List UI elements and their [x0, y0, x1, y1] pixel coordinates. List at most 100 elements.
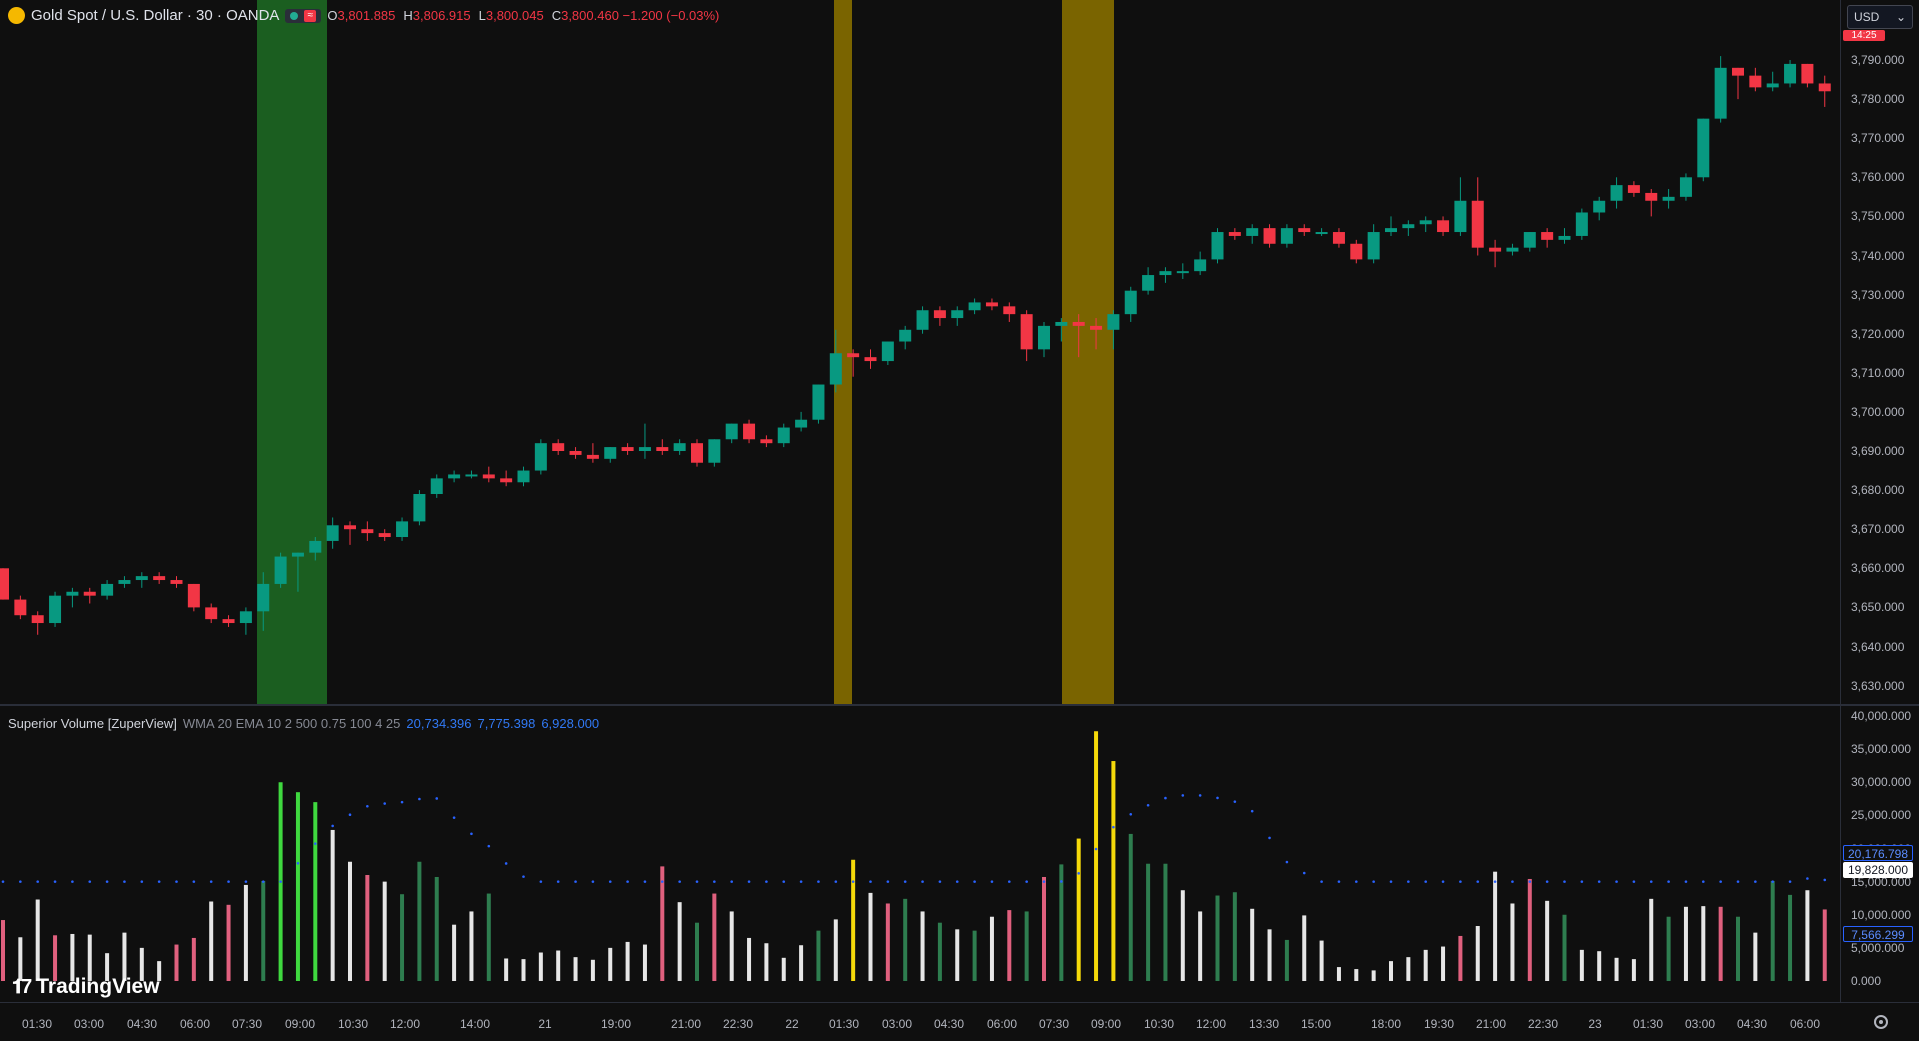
candle-body [586, 454, 599, 459]
pane-separator[interactable] [0, 704, 1919, 706]
volume-bar [452, 924, 457, 981]
average-dot [1407, 880, 1410, 883]
settings-gear-icon[interactable] [1874, 1015, 1888, 1029]
price-axis-label: 3,720.000 [1851, 326, 1905, 341]
time-axis-label: 04:30 [126, 1017, 158, 1031]
time-axis-label: 09:00 [1090, 1017, 1122, 1031]
price-pane[interactable]: Gold Spot / U.S. Dollar · 30 · OANDA ≈ O… [0, 0, 1840, 704]
volume-bar [122, 932, 127, 981]
price-axis-label: 3,710.000 [1851, 365, 1905, 380]
volume-bar [1042, 876, 1046, 981]
average-dot [348, 813, 352, 817]
candle [291, 552, 304, 592]
volume-bar [157, 961, 162, 981]
candle-body [31, 615, 44, 624]
price-axis-label: 3,770.000 [1851, 131, 1905, 146]
candle [812, 384, 825, 424]
indicator-params: WMA 20 EMA 10 2 500 0.75 100 4 25 [182, 716, 401, 731]
volume-bar [1493, 871, 1498, 981]
time-axis-label: 18:00 [1370, 1017, 1402, 1031]
data-problem-flag-icon[interactable]: ≈ [304, 9, 317, 22]
average-dot [418, 797, 421, 801]
indicator-name[interactable]: Superior Volume [ZuperView] [8, 716, 177, 731]
average-dot [209, 880, 213, 883]
symbol-legend[interactable]: Gold Spot / U.S. Dollar · 30 · OANDA ≈ O… [8, 7, 719, 24]
symbol-title[interactable]: Gold Spot / U.S. Dollar · 30 · OANDA [31, 7, 280, 24]
volume-bar [1423, 949, 1428, 981]
candle [1541, 228, 1554, 248]
price-scale[interactable]: USD ⌄ 14:25 3,790.000 3,780.000 3,770.000 3… [1840, 0, 1919, 1002]
average-dot [175, 880, 178, 883]
candle-body [829, 353, 842, 385]
time-axis[interactable]: 01:30 03:00 04:30 06:00 07:30 09:00 10:30 12:00… [0, 1002, 1919, 1041]
candle [777, 423, 790, 448]
price-axis-label: 3,750.000 [1851, 209, 1905, 224]
candle [1176, 263, 1189, 279]
candle-body [1714, 67, 1727, 119]
candle [1645, 189, 1658, 217]
average-dot [643, 880, 647, 883]
candle [586, 443, 599, 463]
candle [378, 529, 391, 541]
volume-bar [1822, 909, 1827, 981]
volume-bar [1631, 959, 1636, 981]
average-dot [1441, 880, 1445, 883]
candle-body [1471, 200, 1484, 248]
candle-body [1541, 232, 1554, 240]
average-dot [1424, 880, 1427, 883]
candle-body [1662, 196, 1675, 201]
average-dot [296, 862, 300, 865]
candle [1298, 224, 1311, 236]
time-axis-label: 21 [538, 1017, 552, 1031]
volume-bar [243, 884, 248, 981]
average-dot [938, 880, 942, 883]
average-dot [1528, 880, 1532, 883]
average-dot [626, 880, 629, 883]
candle [1471, 177, 1484, 256]
chevron-down-icon: ⌄ [1895, 10, 1906, 24]
candle-body [1593, 200, 1606, 213]
candlestick-chart[interactable] [0, 0, 1840, 704]
candle-body [1558, 235, 1571, 240]
candle-body [604, 447, 617, 459]
volume-indicator-pane[interactable]: Superior Volume [ZuperView] WMA 20 EMA 1… [0, 706, 1840, 1002]
candle-body [326, 525, 339, 541]
candle-body [1610, 185, 1623, 201]
volume-bar [1736, 916, 1740, 981]
average-dot [435, 797, 439, 800]
candle-body [691, 443, 703, 463]
volume-bar [625, 941, 630, 981]
candle [1124, 286, 1137, 322]
volume-bar [885, 903, 890, 981]
candle [621, 443, 634, 455]
average-dot [713, 880, 716, 883]
time-axis-label: 01:30 [21, 1017, 53, 1031]
volume-bar [1458, 935, 1463, 981]
time-axis-label: 01:30 [828, 1017, 860, 1031]
average-dot [1511, 880, 1514, 883]
volume-bar [1527, 878, 1532, 981]
average-dot [990, 880, 994, 883]
average-dot [903, 880, 907, 883]
market-status-pill[interactable]: ≈ [285, 8, 322, 23]
ohlc-values: O3,801.885 H3,806.915 L3,800.045 C3,800.… [327, 8, 719, 23]
volume-bar [937, 922, 942, 981]
currency-select[interactable]: USD ⌄ [1847, 5, 1913, 29]
volume-axis-label: 10,000.000 [1851, 907, 1912, 922]
average-dot [261, 880, 265, 883]
volume-histogram[interactable] [0, 706, 1840, 1002]
candle-body [812, 384, 825, 420]
indicator-legend[interactable]: Superior Volume [ZuperView] WMA 20 EMA 1… [8, 716, 599, 731]
candle-body [1679, 177, 1692, 197]
candle [465, 470, 478, 479]
candle [0, 568, 9, 600]
volume-bar [781, 957, 786, 981]
candle [1627, 181, 1640, 197]
average-dot [1649, 880, 1653, 883]
average-dot [71, 880, 74, 883]
volume-bar [955, 929, 960, 981]
volume-bar [1562, 914, 1567, 981]
watermark-text: TradingView [36, 975, 160, 998]
volume-bar [573, 957, 578, 981]
price-axis-label: 3,730.000 [1851, 287, 1905, 302]
